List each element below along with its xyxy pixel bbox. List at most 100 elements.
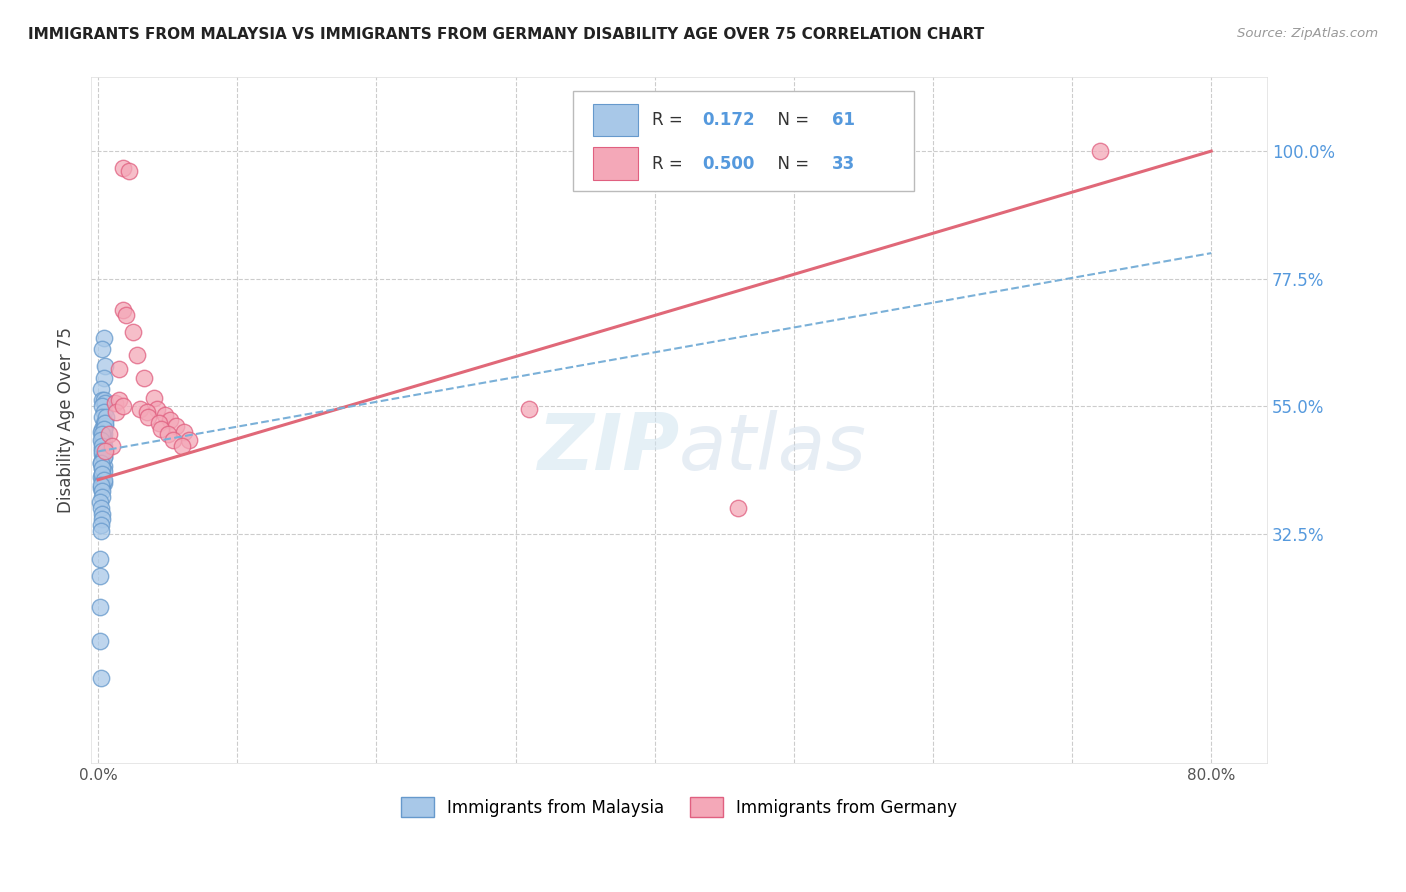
Point (94, 359, 117, 374)
Point (93, 464, 115, 478)
Point (173, 425, 195, 439)
Point (91, 461, 114, 475)
Point (94, 419, 117, 434)
Point (93, 475, 115, 490)
Point (90, 433, 112, 447)
Point (91, 507, 114, 521)
Point (170, 439, 193, 453)
Point (90, 456, 112, 470)
Point (90, 382, 112, 396)
Point (90, 671, 112, 685)
Point (149, 422, 172, 436)
Legend: Immigrants from Malaysia, Immigrants from Germany: Immigrants from Malaysia, Immigrants fro… (394, 791, 965, 823)
Point (91, 427, 114, 442)
Point (91, 436, 114, 450)
Point (90, 524, 112, 538)
Point (93, 427, 115, 442)
Point (112, 302, 135, 317)
Point (90, 456, 112, 470)
Point (93, 439, 115, 453)
Text: atlas: atlas (679, 409, 868, 486)
Text: 33: 33 (832, 154, 855, 172)
Point (115, 309, 138, 323)
Text: N =: N = (768, 111, 814, 129)
Point (93, 393, 115, 408)
Text: Source: ZipAtlas.com: Source: ZipAtlas.com (1237, 27, 1378, 40)
Point (93, 416, 115, 430)
Point (93, 405, 115, 419)
Point (145, 401, 167, 416)
Point (91, 484, 114, 499)
Point (93, 450, 115, 464)
Point (93, 458, 115, 473)
Point (93, 444, 115, 458)
Point (177, 433, 200, 447)
Point (89, 495, 111, 509)
Point (112, 161, 135, 175)
Point (165, 419, 187, 434)
Point (91, 343, 114, 357)
Point (125, 348, 148, 362)
Point (91, 512, 114, 526)
Point (91, 467, 114, 482)
Point (96, 410, 118, 425)
Point (90, 470, 112, 484)
FancyBboxPatch shape (574, 91, 914, 191)
Point (91, 478, 114, 492)
Point (156, 427, 179, 442)
Text: IMMIGRANTS FROM MALAYSIA VS IMMIGRANTS FROM GERMANY DISABILITY AGE OVER 75 CORRE: IMMIGRANTS FROM MALAYSIA VS IMMIGRANTS F… (28, 27, 984, 42)
Point (91, 473, 114, 487)
Text: ZIP: ZIP (537, 409, 679, 486)
Point (90, 481, 112, 495)
Point (91, 393, 114, 408)
Point (727, 501, 749, 516)
Point (93, 473, 115, 487)
Point (94, 444, 117, 458)
Point (519, 401, 541, 416)
Point (128, 401, 150, 416)
Point (91, 447, 114, 461)
Point (135, 405, 157, 419)
Point (122, 326, 145, 340)
Point (91, 422, 114, 436)
Point (94, 396, 117, 410)
Point (91, 461, 114, 475)
Point (90, 518, 112, 533)
Point (91, 439, 114, 453)
Text: 61: 61 (832, 111, 855, 129)
Bar (593, 103, 638, 136)
Point (132, 371, 155, 385)
Point (93, 331, 115, 345)
Point (118, 164, 141, 178)
Point (93, 371, 115, 385)
Point (91, 490, 114, 504)
Text: R =: R = (652, 111, 688, 129)
Text: N =: N = (768, 154, 814, 172)
Text: 0.500: 0.500 (703, 154, 755, 172)
Point (91, 444, 114, 458)
Point (153, 408, 176, 422)
Point (104, 396, 127, 410)
Bar (593, 147, 638, 180)
Point (89, 552, 111, 566)
Point (101, 439, 124, 453)
Point (112, 399, 135, 413)
Point (136, 410, 159, 425)
Point (91, 453, 114, 467)
Text: 0.172: 0.172 (703, 111, 755, 129)
Point (90, 425, 112, 439)
Point (105, 405, 128, 419)
Point (108, 362, 131, 376)
Point (148, 416, 170, 430)
Point (91, 430, 114, 444)
Point (89, 569, 111, 583)
Point (1088, 144, 1111, 158)
Point (89, 634, 111, 648)
Point (142, 391, 165, 405)
Point (91, 399, 114, 413)
Point (90, 478, 112, 492)
Y-axis label: Disability Age Over 75: Disability Age Over 75 (58, 327, 75, 513)
Point (159, 413, 181, 427)
Point (93, 422, 115, 436)
Point (89, 600, 111, 615)
